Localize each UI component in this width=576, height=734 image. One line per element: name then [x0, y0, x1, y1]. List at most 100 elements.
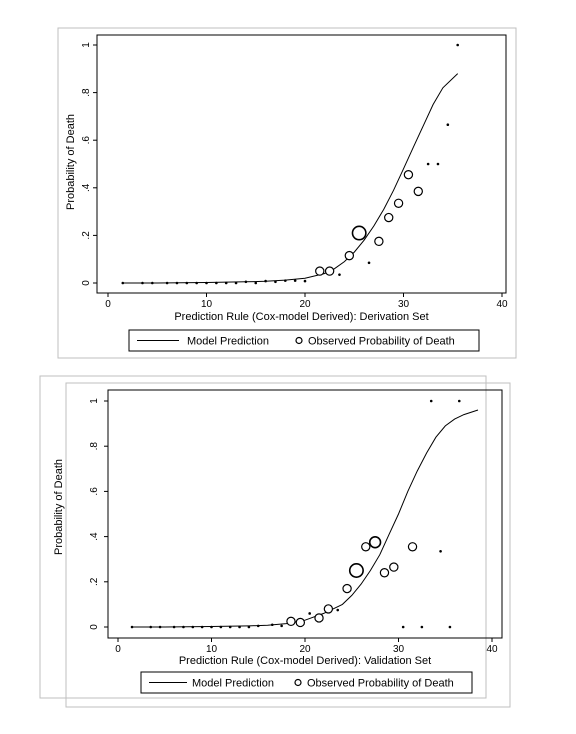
y-tick-label: 0 — [81, 280, 92, 286]
x-tick-label: 40 — [486, 644, 498, 655]
observed-point — [413, 186, 423, 197]
observed-point — [286, 616, 296, 627]
y-axis-title: Probability of Death — [53, 459, 65, 555]
observed-point — [407, 542, 418, 552]
observed-point — [234, 281, 238, 285]
x-axis-title: Prediction Rule (Cox-model Derived): Der… — [174, 311, 428, 323]
x-axis-title: Prediction Rule (Cox-model Derived): Val… — [179, 655, 431, 667]
observed-point — [323, 604, 334, 614]
legend-observed: Observed Probability of Death — [307, 678, 454, 690]
legend-circle-swatch — [294, 678, 302, 687]
observed-point — [185, 281, 189, 285]
y-tick-label: .4 — [89, 532, 100, 541]
observed-point — [401, 625, 405, 629]
legend-observed: Observed Probability of Death — [308, 336, 455, 348]
observed-point — [210, 625, 213, 629]
observed-point — [270, 623, 274, 627]
observed-point — [367, 261, 371, 265]
x-tick-label: 10 — [206, 644, 218, 655]
observed-point — [403, 170, 414, 180]
observed-point — [141, 281, 144, 285]
y-tick-label: .2 — [81, 231, 92, 240]
observed-point — [238, 625, 241, 629]
legend-circle-swatch — [295, 336, 303, 345]
observed-point — [338, 273, 341, 276]
observed-point — [182, 625, 185, 629]
y-tick-label: .4 — [81, 183, 92, 192]
observed-point — [314, 613, 324, 623]
plot-area — [107, 389, 503, 639]
y-tick-label: 1 — [89, 398, 100, 404]
observed-point — [228, 625, 232, 629]
observed-point — [191, 625, 195, 629]
observed-point — [393, 198, 404, 208]
top-panel-frame — [57, 27, 517, 359]
x-tick-label: 0 — [115, 644, 121, 655]
x-tick-label: 20 — [299, 644, 311, 655]
observed-point — [446, 123, 450, 127]
observed-point — [348, 562, 364, 578]
observed-point — [247, 625, 251, 629]
observed-point — [256, 624, 260, 628]
observed-point — [344, 250, 355, 261]
observed-point — [439, 549, 442, 553]
y-tick-label: 0 — [89, 624, 100, 630]
observed-point — [351, 225, 367, 241]
observed-point — [219, 625, 223, 629]
observed-point — [205, 281, 208, 285]
observed-point — [195, 281, 198, 285]
legend-model-prediction: Model Prediction — [187, 336, 269, 348]
observed-point — [165, 281, 169, 285]
observed-point — [448, 625, 452, 629]
observed-point — [436, 162, 440, 166]
x-tick-label: 10 — [201, 299, 213, 310]
bottom-panel-outer-frame — [39, 375, 487, 699]
observed-point — [215, 281, 218, 285]
observed-point — [158, 625, 162, 629]
observed-point — [151, 281, 154, 285]
y-axis-title: Probability of Death — [65, 114, 77, 210]
model-prediction-line — [132, 409, 479, 628]
observed-point — [342, 583, 352, 594]
legend-box — [128, 329, 480, 352]
observed-point — [254, 281, 258, 285]
observed-point — [274, 280, 277, 284]
observed-point — [303, 279, 307, 283]
observed-point — [200, 625, 204, 629]
observed-point — [121, 281, 125, 285]
observed-point — [172, 625, 176, 629]
observed-point — [224, 281, 228, 285]
observed-point — [264, 279, 267, 283]
observed-point — [295, 617, 306, 628]
observed-point — [368, 536, 382, 549]
observed-point — [336, 608, 340, 612]
observed-point — [429, 399, 433, 403]
y-tick-label: .6 — [81, 136, 92, 145]
observed-point — [384, 212, 394, 223]
observed-point — [456, 43, 459, 47]
x-tick-label: 40 — [496, 299, 508, 310]
y-tick-label: .8 — [81, 88, 92, 97]
observed-point — [130, 625, 134, 629]
observed-point — [420, 625, 424, 629]
x-tick-label: 20 — [299, 299, 311, 310]
observed-point — [324, 266, 335, 276]
y-tick-label: .8 — [89, 442, 100, 451]
observed-point — [284, 279, 287, 282]
y-tick-label: .2 — [89, 577, 100, 586]
observed-point — [457, 399, 461, 403]
observed-point — [361, 542, 371, 552]
observed-point — [280, 624, 283, 628]
x-tick-label: 0 — [105, 299, 111, 310]
x-tick-label: 30 — [398, 299, 410, 310]
plot-area — [96, 34, 507, 294]
observed-point — [175, 281, 179, 285]
observed-point — [315, 266, 325, 276]
observed-point — [374, 236, 384, 247]
y-tick-label: .6 — [89, 487, 100, 496]
observed-point — [149, 625, 153, 629]
bottom-panel-frame — [65, 382, 511, 708]
y-tick-label: 1 — [81, 42, 92, 48]
observed-point — [426, 162, 430, 166]
